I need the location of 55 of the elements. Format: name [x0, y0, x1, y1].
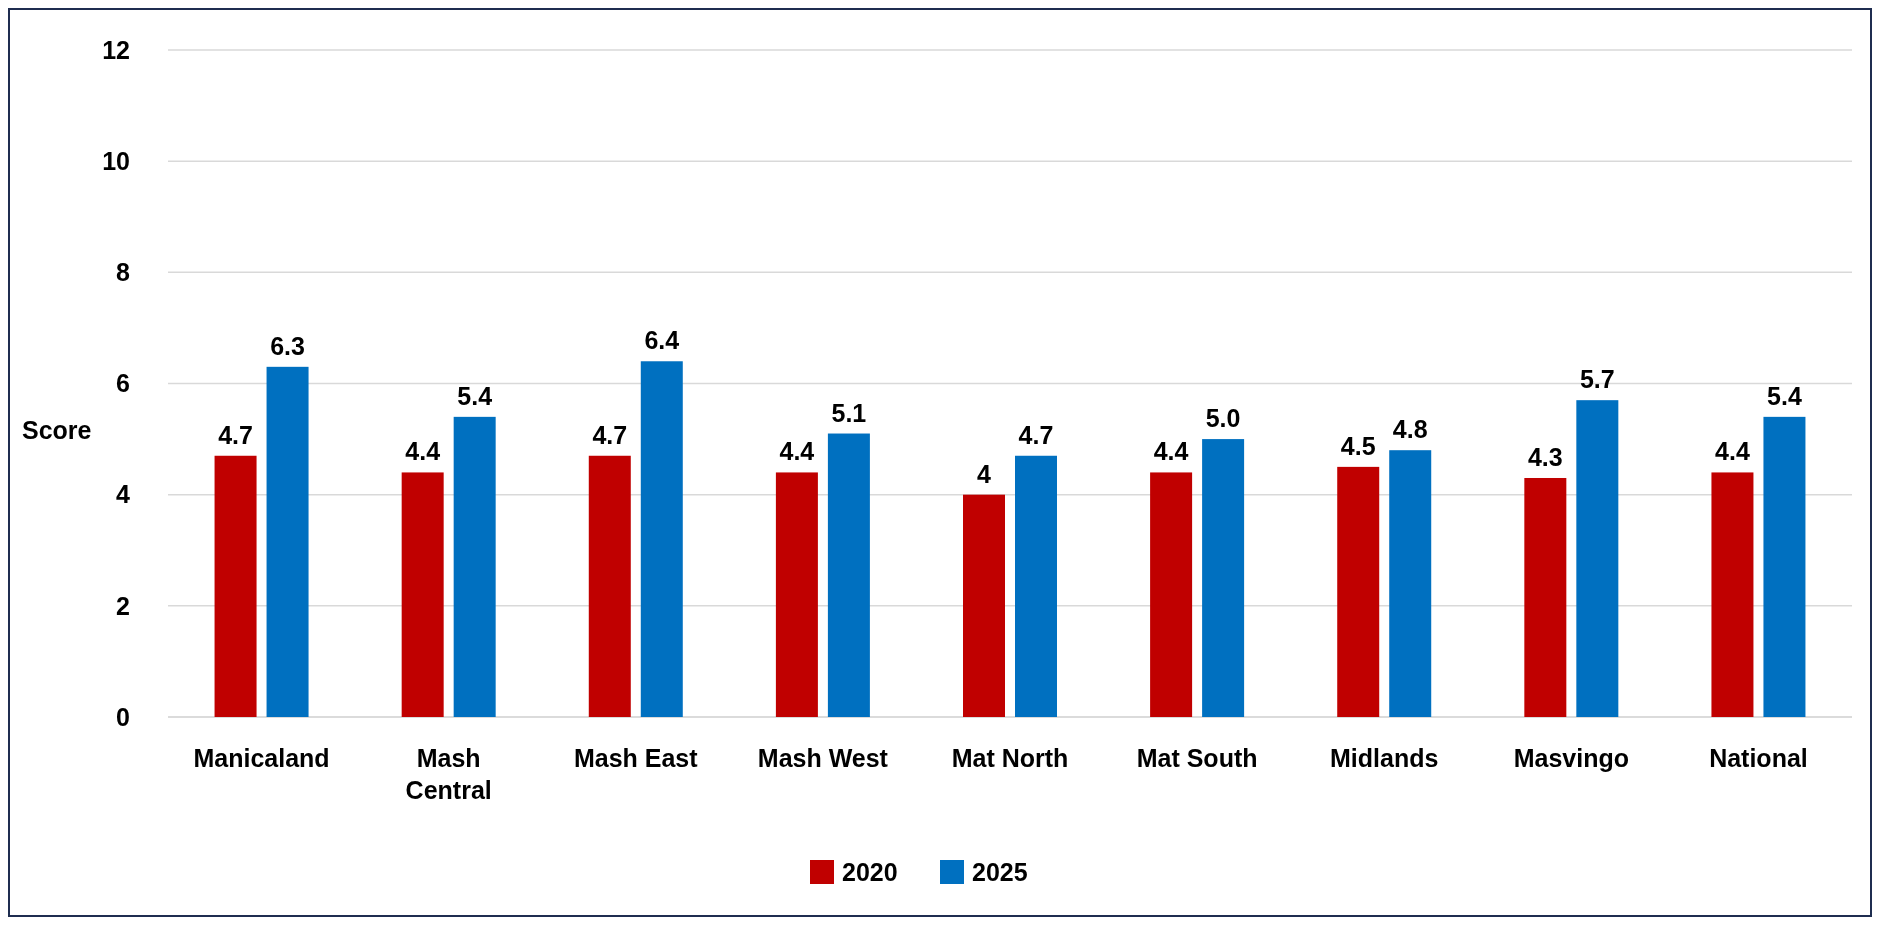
y-tick-label: 6 [116, 369, 130, 398]
data-label: 4.7 [1018, 420, 1054, 449]
y-tick-label: 4 [116, 480, 131, 509]
bar [266, 366, 309, 717]
data-label: 5.4 [1767, 381, 1802, 410]
data-label: 5.7 [1579, 365, 1615, 394]
bar [1150, 472, 1193, 717]
data-label: 6.3 [270, 331, 305, 360]
y-tick-label: 10 [102, 146, 130, 175]
y-axis-title: Score [22, 416, 92, 445]
data-label: 4.4 [1715, 437, 1750, 466]
data-label: 4.7 [218, 420, 253, 449]
x-tick-label: National [1709, 744, 1808, 772]
y-tick-label: 8 [116, 258, 131, 287]
data-label: 4.4 [779, 437, 815, 466]
bar [775, 472, 818, 717]
data-label: 4.5 [1340, 431, 1376, 460]
data-label: 5.1 [831, 398, 867, 427]
data-label: 5.0 [1205, 404, 1241, 433]
bar [1202, 439, 1245, 717]
x-tick-label: Mat North [951, 744, 1069, 772]
bar [1763, 416, 1806, 717]
bar [1015, 455, 1057, 717]
bar [640, 361, 683, 717]
bar [963, 494, 1005, 717]
data-label: 4.4 [405, 437, 441, 466]
bar [1337, 466, 1380, 717]
x-tick-label: Manicaland [193, 744, 330, 772]
x-tick-label: Mash East [573, 744, 699, 772]
y-tick-label: 12 [102, 35, 130, 64]
data-label: 4.8 [1392, 415, 1428, 444]
x-tick-label: Mat South [1136, 744, 1258, 772]
legend-label: 2020 [842, 857, 898, 886]
y-tick-label: 2 [116, 591, 130, 620]
bar [214, 455, 257, 717]
data-label: 5.4 [457, 381, 493, 410]
bar [1389, 450, 1432, 717]
bar [1524, 477, 1567, 717]
x-tick-label: Mash Central [405, 744, 492, 804]
bar [1711, 472, 1754, 717]
bar [588, 455, 631, 717]
data-label: 6.4 [644, 326, 680, 355]
bar [827, 433, 870, 717]
bar [453, 416, 496, 717]
bar [401, 472, 444, 717]
legend-label: 2025 [972, 857, 1028, 886]
data-label: 4.4 [1153, 437, 1189, 466]
y-tick-label: 0 [116, 702, 130, 731]
x-tick-label: Midlands [1330, 744, 1439, 772]
data-label: 4.3 [1527, 442, 1563, 471]
data-label: 4.7 [592, 420, 628, 449]
x-tick-label: Masvingo [1513, 744, 1629, 772]
x-tick-label: Mash West [757, 744, 889, 772]
data-label: 4 [977, 459, 992, 488]
bar [1576, 400, 1619, 717]
